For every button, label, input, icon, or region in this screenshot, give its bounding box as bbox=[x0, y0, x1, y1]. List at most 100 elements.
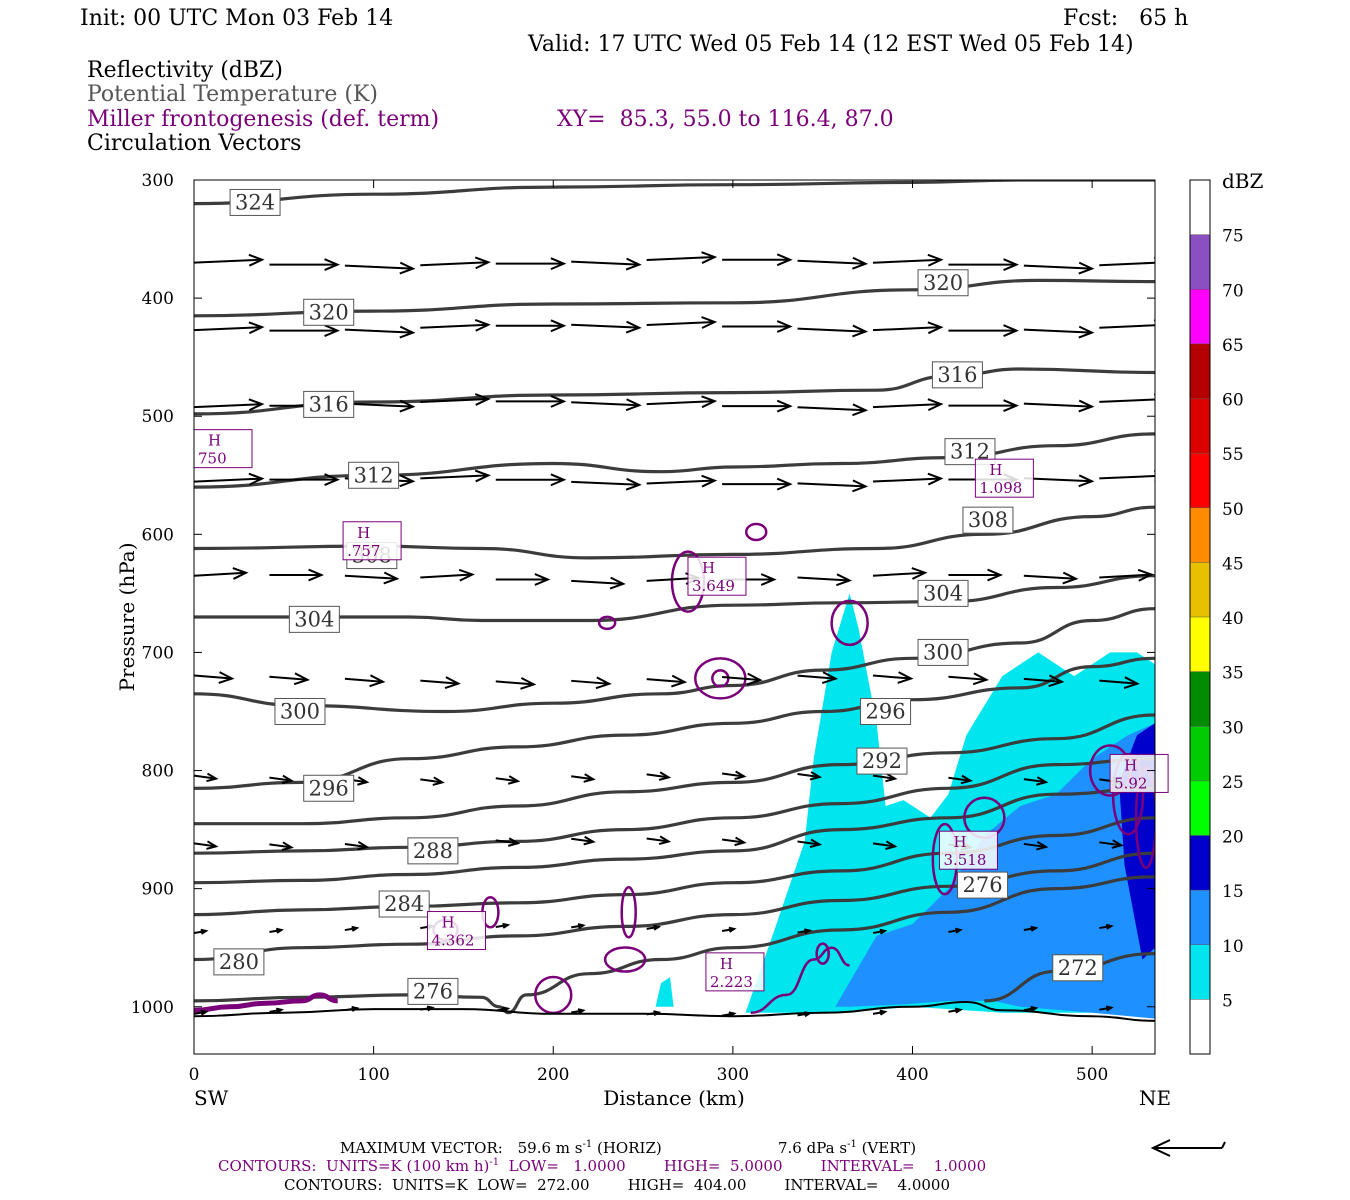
circulation-vector bbox=[646, 251, 718, 264]
vector-head bbox=[1078, 474, 1095, 488]
circulation-vector bbox=[722, 253, 793, 267]
theta-label-text: 296 bbox=[866, 699, 906, 723]
fronto-high-value: 5.92 bbox=[1114, 774, 1147, 792]
vector-shaft bbox=[344, 842, 368, 848]
theta-label-320: 320 bbox=[303, 298, 355, 326]
x-tick-label: 200 bbox=[537, 1065, 569, 1085]
colorbar-band bbox=[1190, 343, 1210, 399]
vector-head bbox=[1048, 674, 1065, 688]
vector-head bbox=[1153, 469, 1155, 483]
theta-label-text: 312 bbox=[354, 463, 394, 487]
fronto-high-box bbox=[974, 458, 1034, 498]
circulation-vector bbox=[420, 568, 475, 582]
vector-shaft bbox=[721, 772, 745, 778]
circulation-vector bbox=[872, 1009, 888, 1016]
colorbar-band bbox=[1190, 289, 1210, 344]
vector-head bbox=[972, 672, 989, 686]
circulation-vector bbox=[948, 258, 1019, 272]
theta-label-box bbox=[917, 579, 969, 607]
vector-head bbox=[1153, 256, 1155, 269]
vector-shaft bbox=[721, 838, 745, 844]
vector-head bbox=[1123, 676, 1140, 690]
vector-shaft bbox=[646, 678, 685, 684]
vector-head bbox=[1137, 568, 1154, 582]
vector-head bbox=[432, 776, 445, 786]
theta-label-box bbox=[229, 188, 281, 216]
x-right-end-label: NE bbox=[1139, 1086, 1171, 1110]
fronto-contour bbox=[750, 946, 850, 1014]
circulation-vector bbox=[797, 256, 869, 270]
x-tick-label: 500 bbox=[1076, 1065, 1108, 1085]
fronto-contour bbox=[711, 669, 730, 688]
circulation-vector bbox=[646, 474, 718, 488]
circulation-vector bbox=[797, 838, 823, 849]
circulation-vector bbox=[721, 836, 747, 847]
colorbar-band bbox=[1190, 453, 1210, 508]
circulation-vector bbox=[1023, 1005, 1039, 1012]
circulation-vector bbox=[571, 477, 642, 491]
vector-shaft bbox=[1023, 574, 1076, 580]
vector-head bbox=[248, 321, 265, 335]
vector-head bbox=[701, 474, 718, 488]
vector-head bbox=[1105, 923, 1114, 930]
fronto-high-value: 750 bbox=[198, 450, 227, 468]
fronto-high-value: 2.223 bbox=[710, 973, 753, 991]
circulation-vector bbox=[948, 568, 1003, 582]
vector-head bbox=[369, 674, 386, 688]
fronto-contour bbox=[603, 946, 647, 973]
x-tick-label: 100 bbox=[357, 1065, 389, 1085]
vector-head bbox=[206, 840, 219, 850]
vector-head bbox=[324, 258, 341, 271]
fronto-high-4.362: H4.362 bbox=[427, 911, 487, 951]
vector-head bbox=[879, 928, 888, 935]
theta-labels: 3243203203163163123123083083043043003002… bbox=[213, 188, 1104, 1005]
circulation-vector bbox=[495, 257, 567, 271]
circulation-vector bbox=[646, 924, 662, 931]
fronto-high-box bbox=[342, 521, 402, 561]
field-theta-title: Potential Temperature (K) bbox=[87, 82, 378, 107]
circulation-vector bbox=[194, 1009, 209, 1016]
theta-label-text: 324 bbox=[235, 190, 275, 214]
vector-head bbox=[809, 838, 823, 849]
circulation-vector bbox=[797, 324, 869, 338]
vector-head bbox=[1078, 399, 1095, 413]
circulation-vector bbox=[269, 672, 311, 686]
vector-head bbox=[879, 1009, 888, 1016]
plot-frame bbox=[193, 179, 1156, 1055]
vector-head bbox=[200, 928, 209, 935]
circulation-vector bbox=[344, 261, 416, 275]
vector-head bbox=[609, 576, 626, 590]
fronto-contour bbox=[620, 886, 637, 939]
vector-head bbox=[550, 319, 567, 333]
fronto-contour-surface bbox=[194, 992, 338, 1013]
x-tick-label: 400 bbox=[896, 1065, 928, 1085]
theta-label-288: 288 bbox=[407, 837, 459, 865]
reflectivity-region-5dbz bbox=[655, 977, 674, 1007]
y-axis-label: Pressure (hPa) bbox=[115, 543, 139, 692]
circulation-vector bbox=[948, 927, 963, 934]
circulation-vector bbox=[646, 395, 718, 409]
theta-label-box bbox=[348, 461, 400, 489]
terrain bbox=[194, 1000, 1155, 1022]
field-reflectivity-title: Reflectivity (dBZ) bbox=[87, 58, 283, 83]
vector-shaft bbox=[1023, 477, 1092, 483]
theta-label-text: 320 bbox=[923, 271, 963, 295]
vector-head bbox=[399, 474, 416, 488]
vector-head bbox=[987, 568, 1003, 582]
circulation-vector bbox=[797, 671, 839, 685]
circulation-vector bbox=[948, 324, 1019, 337]
vector-head bbox=[852, 479, 869, 493]
vector-head bbox=[200, 1009, 209, 1016]
y-tick-label: 1000 bbox=[131, 998, 174, 1018]
circulation-vector bbox=[344, 674, 386, 688]
theta-contour-300 bbox=[194, 607, 1155, 714]
fronto-high-letter: H bbox=[208, 432, 221, 450]
circulation-vector bbox=[420, 776, 445, 786]
circulation-vector bbox=[797, 771, 823, 781]
vector-shaft bbox=[1023, 677, 1062, 683]
terrain-line bbox=[194, 1000, 1155, 1022]
vector-head bbox=[502, 922, 511, 929]
vector-shaft bbox=[194, 571, 247, 577]
vector-shaft bbox=[344, 677, 383, 683]
colorbar-level-label: 20 bbox=[1222, 828, 1244, 848]
